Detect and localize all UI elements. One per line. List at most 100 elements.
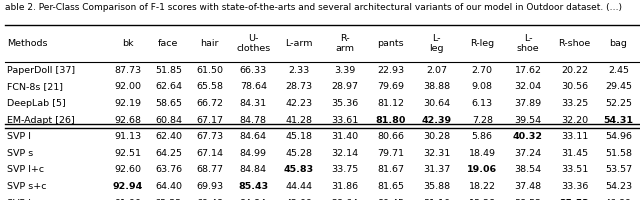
Text: 37.24: 37.24 — [515, 149, 541, 158]
Text: 84.99: 84.99 — [240, 149, 267, 158]
Text: 54.96: 54.96 — [605, 132, 632, 141]
Text: 80.66: 80.66 — [377, 132, 404, 141]
Text: 69.93: 69.93 — [196, 182, 223, 191]
Text: 79.69: 79.69 — [377, 82, 404, 91]
Text: bag: bag — [609, 39, 627, 48]
Text: 92.00: 92.00 — [115, 82, 141, 91]
Text: 13.28: 13.28 — [468, 199, 496, 200]
Text: 92.68: 92.68 — [115, 116, 141, 125]
Text: 30.28: 30.28 — [423, 132, 450, 141]
Text: SVP l+s: SVP l+s — [7, 199, 44, 200]
Text: 54.23: 54.23 — [605, 182, 632, 191]
Text: 2.33: 2.33 — [289, 66, 310, 75]
Text: SVP l+c: SVP l+c — [7, 165, 44, 174]
Text: 2.45: 2.45 — [608, 66, 629, 75]
Text: 31.10: 31.10 — [423, 199, 450, 200]
Text: 39.54: 39.54 — [515, 116, 541, 125]
Text: 69.48: 69.48 — [196, 199, 223, 200]
Text: 67.73: 67.73 — [196, 132, 223, 141]
Text: 84.78: 84.78 — [240, 116, 267, 125]
Text: 38.54: 38.54 — [515, 165, 541, 174]
Text: 28.64: 28.64 — [332, 199, 358, 200]
Text: 42.09: 42.09 — [285, 199, 312, 200]
Text: 44.44: 44.44 — [285, 182, 312, 191]
Text: 51.85: 51.85 — [155, 66, 182, 75]
Text: able 2. Per-Class Comparison of F-1 scores with state-of-the-arts and several ar: able 2. Per-Class Comparison of F-1 scor… — [5, 3, 622, 12]
Text: 91.90: 91.90 — [115, 199, 141, 200]
Text: 35.52: 35.52 — [559, 199, 589, 200]
Text: SVP s: SVP s — [7, 149, 33, 158]
Text: 42.23: 42.23 — [285, 99, 312, 108]
Text: 81.80: 81.80 — [376, 116, 406, 125]
Text: 42.39: 42.39 — [421, 116, 451, 125]
Text: 45.28: 45.28 — [285, 149, 312, 158]
Text: 63.32: 63.32 — [155, 199, 182, 200]
Text: 81.67: 81.67 — [377, 165, 404, 174]
Text: 63.76: 63.76 — [155, 165, 182, 174]
Text: 31.37: 31.37 — [423, 165, 450, 174]
Text: 18.22: 18.22 — [468, 182, 496, 191]
Text: 37.48: 37.48 — [515, 182, 541, 191]
Text: 30.56: 30.56 — [561, 82, 588, 91]
Text: 61.50: 61.50 — [196, 66, 223, 75]
Text: 33.11: 33.11 — [561, 132, 588, 141]
Text: 33.61: 33.61 — [331, 116, 358, 125]
Text: 31.45: 31.45 — [561, 149, 588, 158]
Text: face: face — [158, 39, 179, 48]
Text: R-shoe: R-shoe — [559, 39, 591, 48]
Text: 28.73: 28.73 — [285, 82, 312, 91]
Text: 80.45: 80.45 — [377, 199, 404, 200]
Text: 5.86: 5.86 — [472, 132, 493, 141]
Text: 19.06: 19.06 — [467, 165, 497, 174]
Text: 35.88: 35.88 — [423, 182, 450, 191]
Text: 66.33: 66.33 — [239, 66, 267, 75]
Text: SVP s+c: SVP s+c — [7, 182, 47, 191]
Text: Methods: Methods — [7, 39, 47, 48]
Text: 66.72: 66.72 — [196, 99, 223, 108]
Text: hair: hair — [200, 39, 219, 48]
Text: 92.51: 92.51 — [115, 149, 141, 158]
Text: R-leg: R-leg — [470, 39, 494, 48]
Text: bk: bk — [122, 39, 134, 48]
Text: 81.12: 81.12 — [377, 99, 404, 108]
Text: 38.52: 38.52 — [515, 199, 541, 200]
Text: U-
clothes: U- clothes — [236, 34, 270, 53]
Text: 92.60: 92.60 — [115, 165, 141, 174]
Text: 45.18: 45.18 — [285, 132, 312, 141]
Text: PaperDoll [37]: PaperDoll [37] — [7, 66, 75, 75]
Text: R-
arm: R- arm — [335, 34, 355, 53]
Text: 3.39: 3.39 — [334, 66, 355, 75]
Text: 92.94: 92.94 — [113, 182, 143, 191]
Text: 32.04: 32.04 — [515, 82, 541, 91]
Text: 37.89: 37.89 — [515, 99, 541, 108]
Text: 6.13: 6.13 — [472, 99, 493, 108]
Text: 84.84: 84.84 — [240, 199, 267, 200]
Text: 38.88: 38.88 — [423, 82, 450, 91]
Text: 33.25: 33.25 — [561, 99, 588, 108]
Text: 64.40: 64.40 — [155, 182, 182, 191]
Text: 67.17: 67.17 — [196, 116, 223, 125]
Text: 22.93: 22.93 — [377, 66, 404, 75]
Text: 51.58: 51.58 — [605, 149, 632, 158]
Text: 33.75: 33.75 — [331, 165, 358, 174]
Text: 64.25: 64.25 — [155, 149, 182, 158]
Text: FCN-8s [21]: FCN-8s [21] — [7, 82, 63, 91]
Text: SVP l: SVP l — [7, 132, 31, 141]
Text: 53.57: 53.57 — [605, 165, 632, 174]
Text: 85.43: 85.43 — [238, 182, 268, 191]
Text: 67.14: 67.14 — [196, 149, 223, 158]
Text: 32.20: 32.20 — [561, 116, 588, 125]
Text: 68.77: 68.77 — [196, 165, 223, 174]
Text: 81.65: 81.65 — [377, 182, 404, 191]
Text: 84.31: 84.31 — [239, 99, 267, 108]
Text: 35.36: 35.36 — [331, 99, 358, 108]
Text: 58.65: 58.65 — [155, 99, 182, 108]
Text: 28.97: 28.97 — [332, 82, 358, 91]
Text: L-
shoe: L- shoe — [516, 34, 540, 53]
Text: 46.89: 46.89 — [605, 199, 632, 200]
Text: 54.31: 54.31 — [604, 116, 634, 125]
Text: 2.07: 2.07 — [426, 66, 447, 75]
Text: 52.25: 52.25 — [605, 99, 632, 108]
Text: 91.13: 91.13 — [115, 132, 141, 141]
Text: 30.64: 30.64 — [423, 99, 450, 108]
